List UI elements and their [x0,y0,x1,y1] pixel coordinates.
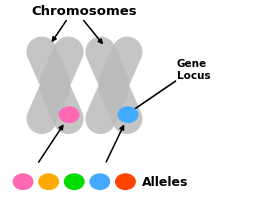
Ellipse shape [49,80,61,92]
Circle shape [39,174,58,189]
Circle shape [118,107,138,123]
Circle shape [90,174,110,189]
Text: Gene
Locus: Gene Locus [177,59,210,81]
Circle shape [13,174,33,189]
Circle shape [59,107,79,123]
Text: Chromosomes: Chromosomes [32,5,137,18]
Circle shape [65,174,84,189]
Text: Alleles: Alleles [142,175,188,188]
Circle shape [116,174,135,189]
Ellipse shape [108,80,120,92]
